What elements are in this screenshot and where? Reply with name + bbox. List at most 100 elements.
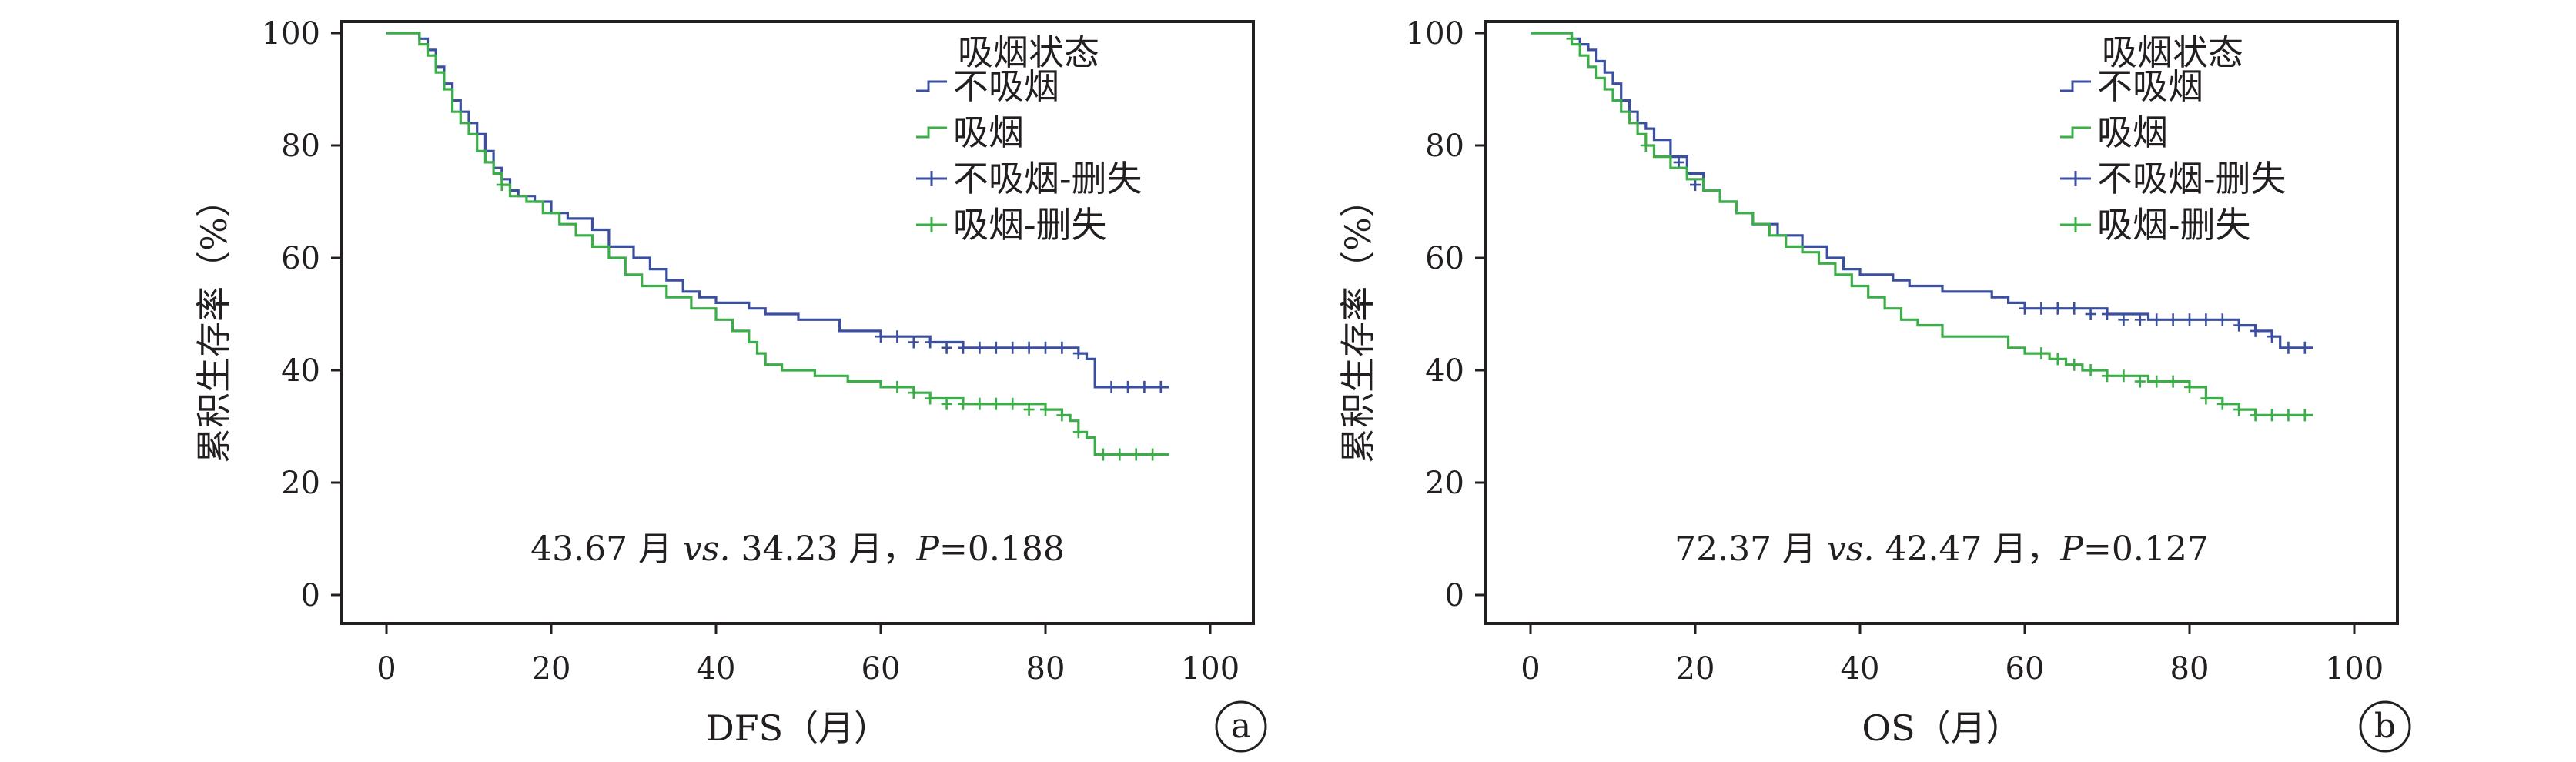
x-axis-label: OS（月） — [1862, 707, 2021, 749]
censor-mark — [2250, 324, 2261, 337]
censor-mark — [1056, 341, 1068, 354]
censor-mark — [2167, 313, 2179, 326]
censor-mark — [2036, 347, 2047, 360]
y-tick-label: 20 — [1425, 466, 1464, 501]
censor-mark — [1040, 403, 1051, 416]
annotation-text: 72.37 月 vs. 42.47 月，P=0.127 — [1674, 530, 2209, 569]
plot-frame — [1484, 20, 2399, 625]
y-tick-label: 100 — [1406, 16, 1464, 52]
censor-mark — [2233, 403, 2245, 416]
x-axis-label: DFS（月） — [706, 707, 889, 749]
annotation-part: 43.67 月 — [530, 530, 683, 569]
legend-entry: 不吸烟-删失 — [2097, 158, 2287, 199]
annotation-part: vs. — [683, 530, 730, 569]
censor-mark — [892, 380, 903, 393]
censor-mark — [2102, 308, 2113, 320]
survival-curve-1 — [386, 32, 1169, 456]
censor-mark — [2052, 302, 2063, 315]
x-tick-label: 40 — [697, 651, 736, 687]
censor-mark — [2019, 302, 2030, 315]
censor-mark — [2200, 392, 2212, 405]
censor-mark — [958, 397, 969, 410]
y-tick-label: 0 — [1445, 578, 1464, 613]
censor-mark — [990, 397, 1002, 410]
panel-label-circle — [2359, 700, 2411, 753]
x-tick-label: 80 — [1026, 651, 1066, 687]
censor-mark — [1056, 409, 1068, 422]
censor-mark — [1690, 179, 1701, 192]
y-tick-label: 40 — [281, 353, 320, 389]
censor-mark — [1097, 448, 1109, 461]
y-tick-label: 60 — [1425, 241, 1464, 276]
censor-mark — [1673, 155, 1684, 169]
censor-mark — [1147, 448, 1159, 461]
x-tick-label: 20 — [532, 651, 571, 687]
censor-mark — [2200, 313, 2212, 326]
x-tick-label: 100 — [2325, 651, 2384, 687]
censor-mark — [1072, 347, 1084, 360]
censor-mark — [1155, 380, 1166, 393]
censor-mark — [1007, 341, 1019, 354]
censor-mark — [2299, 409, 2310, 422]
x-tick-label: 0 — [1521, 651, 1540, 687]
censor-mark — [2151, 375, 2163, 388]
legend-entry: 吸烟-删失 — [953, 204, 1107, 246]
legend-entry: 不吸烟 — [2097, 65, 2203, 107]
annotation-part: P — [2059, 530, 2084, 569]
legend-swatch-line — [916, 80, 947, 92]
x-tick-label: 60 — [861, 651, 901, 687]
censor-mark — [2134, 313, 2146, 326]
annotation-text: 43.67 月 vs. 34.23 月，P=0.188 — [530, 530, 1065, 569]
legend-entry: 吸烟 — [953, 112, 1024, 153]
x-tick-label: 20 — [1676, 651, 1715, 687]
annotation-part: =0.127 — [2083, 530, 2209, 569]
legend-title: 吸烟状态 — [958, 32, 1099, 73]
censor-mark — [1106, 380, 1117, 393]
panel-label: b — [2374, 707, 2396, 746]
censor-mark — [2167, 375, 2179, 388]
legend-swatch-line — [2060, 126, 2091, 139]
censor-mark — [2069, 358, 2080, 371]
censor-mark — [2085, 364, 2096, 376]
censor-mark — [2102, 369, 2113, 383]
censor-mark — [908, 386, 919, 399]
censor-mark — [2085, 308, 2096, 320]
y-axis-label: 累积生存率（%） — [1337, 182, 1379, 463]
censor-mark — [2283, 341, 2294, 354]
x-tick-label: 0 — [376, 651, 396, 687]
y-tick-label: 60 — [281, 241, 320, 276]
censor-mark — [1023, 341, 1035, 354]
annotation-part: 72.37 月 — [1674, 530, 1827, 569]
plot-frame — [340, 20, 1255, 625]
censor-mark — [1122, 380, 1133, 393]
censor-mark — [1139, 380, 1150, 393]
censor-mark — [2216, 397, 2228, 410]
legend-swatch-line — [2060, 80, 2091, 92]
censor-mark — [892, 330, 903, 343]
censor-mark — [2118, 313, 2129, 326]
x-tick-label: 100 — [1181, 651, 1239, 687]
legend-entry: 吸烟 — [2097, 112, 2168, 153]
censor-mark — [875, 330, 886, 343]
censor-mark — [2118, 369, 2129, 383]
censor-mark — [2267, 409, 2277, 422]
censor-mark — [941, 397, 952, 410]
censor-mark — [974, 397, 985, 410]
y-tick-label: 20 — [281, 466, 320, 501]
y-axis-label: 累积生存率（%） — [193, 182, 235, 463]
panel-label-circle — [1215, 700, 1267, 753]
censor-mark — [2151, 313, 2163, 326]
x-tick-label: 60 — [2006, 651, 2045, 687]
censor-mark — [2283, 409, 2294, 422]
censor-mark — [1114, 448, 1126, 461]
censor-mark — [941, 341, 952, 354]
censor-mark — [958, 341, 969, 354]
censor-mark — [2036, 302, 2047, 315]
censor-mark — [2267, 330, 2277, 343]
censor-mark — [908, 336, 919, 349]
censor-mark — [2216, 313, 2228, 326]
censor-mark — [2184, 380, 2195, 393]
annotation-part: =0.188 — [939, 530, 1065, 569]
y-tick-label: 80 — [1425, 129, 1464, 164]
